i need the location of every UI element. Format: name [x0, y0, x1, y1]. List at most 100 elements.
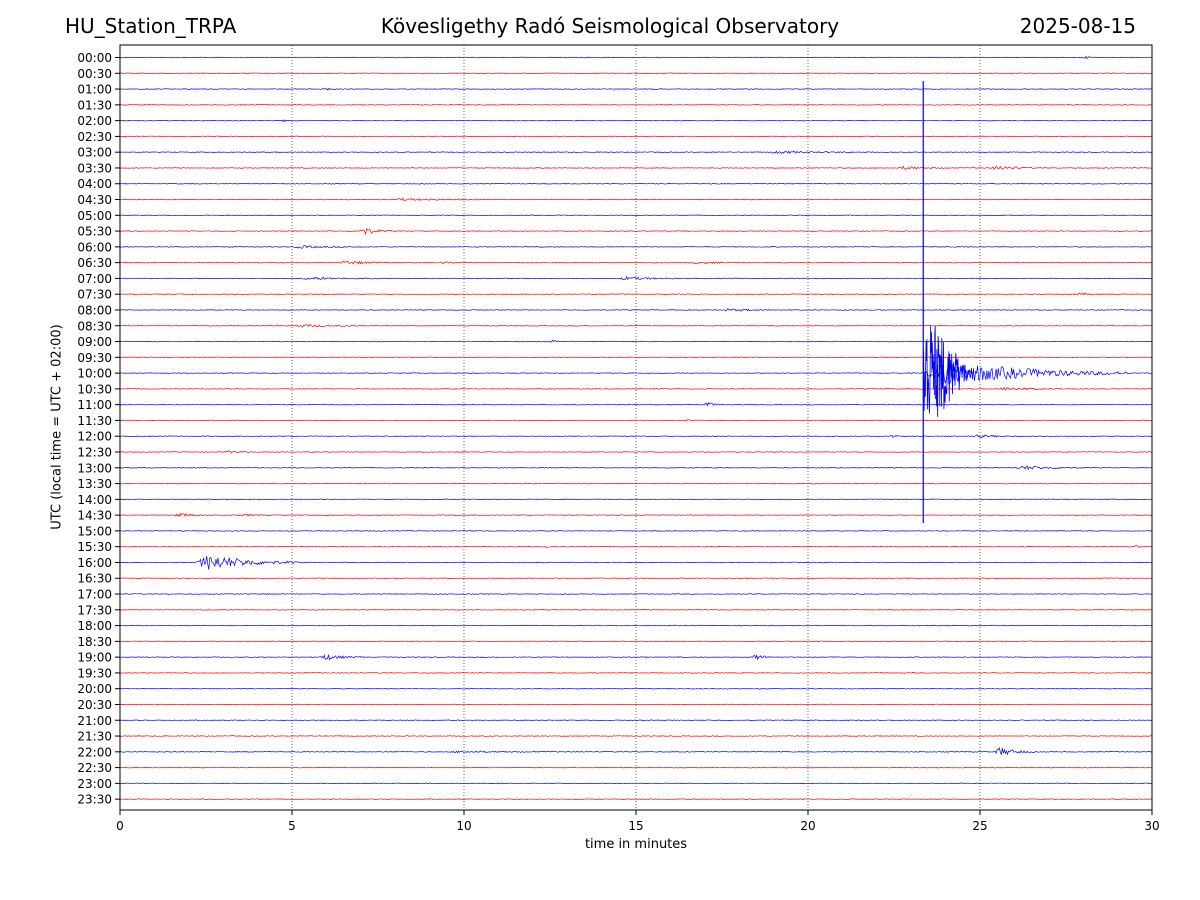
y-tick-label: 00:00 [77, 51, 112, 65]
trace-row-17:00 [119, 593, 1153, 595]
y-tick-label: 01:30 [77, 98, 112, 112]
trace-row-06:30 [119, 260, 1152, 265]
trace-row-15:00 [119, 530, 1153, 532]
y-tick-label: 22:30 [77, 761, 112, 775]
y-tick-label: 18:30 [77, 635, 112, 649]
chart-title: Kövesligethy Radó Seismological Observat… [380, 14, 840, 38]
y-tick-label: 14:30 [77, 509, 112, 523]
trace-row-16:00 [119, 555, 1153, 570]
trace-row-03:00 [119, 150, 1153, 155]
trace-row-01:00 [119, 87, 1153, 91]
y-tick-label: 10:00 [77, 367, 112, 381]
y-tick-label: 08:00 [77, 303, 112, 317]
trace-row-17:30 [119, 608, 1153, 611]
chart-date: 2025-08-15 [1019, 14, 1136, 38]
y-tick-label: 13:30 [77, 477, 112, 491]
y-tick-label: 17:30 [77, 603, 112, 617]
y-tick-label: 01:00 [77, 83, 112, 97]
trace-row-19:30 [119, 672, 1153, 674]
trace-row-00:30 [119, 72, 1153, 75]
y-tick-label: 15:30 [77, 540, 112, 554]
trace-row-20:30 [119, 703, 1153, 706]
y-tick-label: 15:00 [77, 524, 112, 538]
trace-row-11:00 [119, 401, 1153, 407]
y-tick-label: 21:30 [77, 730, 112, 744]
trace-row-23:30 [119, 798, 1153, 800]
y-axis-label: UTC (local time = UTC + 02:00) [49, 324, 65, 530]
trace-row-10:00 [119, 364, 1153, 385]
y-tick-label: 03:30 [77, 161, 112, 175]
y-tick-label: 22:00 [77, 745, 112, 759]
x-tick-label: 10 [456, 819, 471, 833]
y-tick-label: 09:30 [77, 351, 112, 365]
y-tick-label: 10:30 [77, 382, 112, 396]
y-tick-label: 05:00 [77, 209, 112, 223]
trace-row-05:00 [119, 214, 1153, 217]
y-tick-label: 11:00 [77, 398, 112, 412]
trace-row-09:00 [119, 339, 1153, 343]
y-tick-label: 17:00 [77, 588, 112, 602]
y-tick-label: 16:30 [77, 572, 112, 586]
x-tick-label: 20 [800, 819, 815, 833]
x-tick-label: 30 [1144, 819, 1159, 833]
y-tick-label: 16:00 [77, 556, 112, 570]
y-tick-label: 06:00 [77, 240, 112, 254]
seismic-traces [119, 55, 1153, 800]
grid-lines [291, 45, 981, 810]
trace-row-02:00 [119, 119, 1153, 123]
station-title: HU_Station_TRPA [65, 14, 237, 38]
trace-row-08:00 [119, 307, 1153, 312]
y-tick-label: 20:30 [77, 698, 112, 712]
y-tick-label: 07:30 [77, 288, 112, 302]
y-tick-label: 02:00 [77, 114, 112, 128]
y-tick-label: 04:00 [77, 177, 112, 191]
trace-row-14:00 [119, 498, 1153, 501]
trace-row-18:00 [119, 624, 1153, 627]
x-tick-label: 5 [288, 819, 296, 833]
trace-row-01:30 [119, 104, 1153, 106]
trace-row-07:30 [119, 292, 1153, 296]
x-tick-label: 25 [972, 819, 987, 833]
x-axis: 0 5 10 15 20 25 30 [116, 810, 1160, 833]
trace-row-19:00 [119, 653, 1153, 661]
y-tick-label: 02:30 [77, 130, 112, 144]
trace-row-21:30 [119, 735, 1153, 737]
trace-row-15:30 [119, 545, 1152, 548]
trace-row-04:00 [119, 182, 1153, 185]
x-axis-label: time in minutes [584, 837, 688, 852]
trace-row-22:00 [119, 746, 1153, 756]
trace-row-10:30 [119, 386, 1153, 391]
y-tick-label: 20:00 [77, 682, 112, 696]
y-tick-label: 12:00 [77, 430, 112, 444]
trace-row-06:00 [119, 245, 1153, 249]
x-tick-label: 15 [628, 819, 643, 833]
trace-row-13:30 [119, 482, 1153, 485]
y-tick-label: 23:00 [77, 777, 112, 791]
trace-row-18:30 [119, 640, 1153, 643]
y-tick-label: 19:30 [77, 666, 112, 680]
y-tick-label: 04:30 [77, 193, 112, 207]
y-tick-label: 12:30 [77, 446, 112, 460]
y-tick-label: 07:00 [77, 272, 112, 286]
trace-row-11:30 [119, 419, 1153, 422]
y-tick-label: 09:00 [77, 335, 112, 349]
y-tick-label: 00:30 [77, 67, 112, 81]
y-tick-label: 18:00 [77, 619, 112, 633]
y-tick-label: 14:00 [77, 493, 112, 507]
y-tick-label: 23:30 [77, 793, 112, 807]
y-tick-label: 03:00 [77, 146, 112, 160]
y-tick-label: 05:30 [77, 225, 112, 239]
y-tick-label: 19:00 [77, 651, 112, 665]
trace-row-16:30 [119, 577, 1153, 580]
trace-row-00:00 [119, 55, 1153, 60]
trace-row-12:30 [119, 450, 1153, 454]
trace-row-04:30 [120, 197, 1153, 202]
trace-row-02:30 [119, 135, 1153, 138]
trace-row-07:00 [119, 275, 1153, 281]
y-tick-label: 13:00 [77, 461, 112, 475]
trace-row-14:30 [119, 512, 1153, 518]
trace-row-23:00 [119, 782, 1153, 785]
trace-row-08:30 [119, 324, 1153, 328]
